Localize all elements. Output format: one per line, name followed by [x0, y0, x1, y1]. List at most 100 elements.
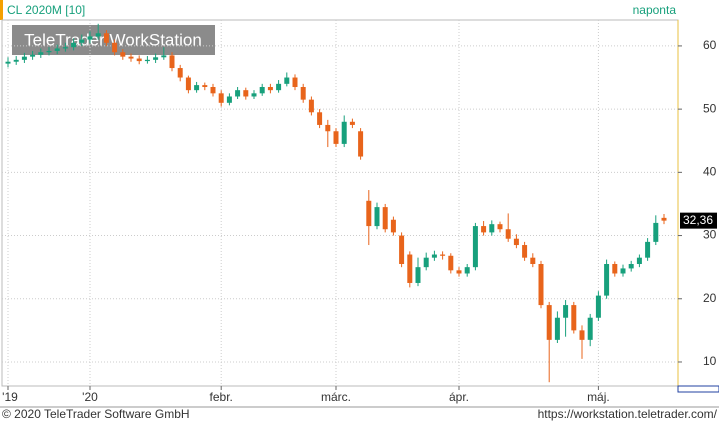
- candle-body: [571, 305, 577, 331]
- candle-body: [563, 305, 569, 318]
- y-tick-label: 20: [703, 291, 717, 305]
- interval: naponta: [633, 3, 677, 17]
- candle-body: [497, 224, 503, 230]
- candle-body: [185, 77, 191, 91]
- candle-body: [169, 55, 175, 69]
- candle-body: [366, 200, 372, 227]
- candle-body: [612, 264, 618, 274]
- candle-body: [177, 68, 183, 78]
- candle-body: [79, 39, 85, 43]
- candle-body: [5, 61, 11, 64]
- candle-body: [210, 87, 216, 94]
- y-tick-label: 50: [703, 101, 717, 115]
- candle-body: [136, 58, 142, 62]
- candle-body: [308, 99, 314, 113]
- chart-title: CL 2020M [10]: [7, 3, 85, 17]
- candle-body: [522, 245, 528, 258]
- candle-body: [103, 33, 109, 43]
- candle-body: [358, 131, 364, 157]
- candle-body: [628, 264, 634, 269]
- candle-body: [423, 257, 429, 268]
- x-tick-label: márc.: [321, 390, 351, 404]
- candle-body: [62, 47, 68, 49]
- candle-body: [120, 52, 126, 57]
- candle-body: [38, 52, 44, 55]
- candle-body: [153, 57, 159, 60]
- candle-body: [440, 254, 446, 256]
- candle-body: [267, 87, 273, 91]
- candle-body: [645, 241, 651, 258]
- candle-body: [505, 229, 511, 239]
- x-tick-label: ápr.: [449, 390, 469, 404]
- candle-body: [464, 267, 470, 274]
- candle-body: [595, 295, 601, 318]
- candle-body: [251, 93, 257, 97]
- candle-body: [382, 207, 388, 230]
- y-tick-label: 60: [703, 38, 717, 52]
- candle-body: [46, 50, 52, 53]
- candle-body: [333, 131, 339, 144]
- candle-body: [374, 207, 380, 227]
- y-tick-label: 40: [703, 165, 717, 179]
- candle-body: [226, 96, 232, 103]
- candle-body: [292, 77, 298, 88]
- candle-body: [87, 36, 93, 40]
- candle-body: [128, 56, 134, 59]
- candle-body: [112, 42, 118, 53]
- candle-body: [546, 305, 552, 340]
- candle-body: [407, 254, 413, 283]
- candle-body: [489, 224, 495, 233]
- last-price-box: [680, 212, 717, 229]
- candle-body: [194, 85, 200, 91]
- candle-body: [284, 77, 290, 84]
- candle-body: [161, 55, 167, 58]
- candle-body: [71, 42, 77, 48]
- candle-body: [604, 264, 610, 296]
- accent-bar: [0, 0, 3, 20]
- candle-body: [399, 235, 405, 264]
- candle-body: [259, 87, 265, 94]
- candle-body: [472, 226, 478, 268]
- x-tick-label: máj.: [587, 390, 610, 404]
- candle-body: [54, 48, 60, 51]
- candle-body: [325, 124, 331, 132]
- candle-body: [587, 317, 593, 340]
- candle-body: [202, 85, 208, 88]
- watermark: TeleTrader WorkStation: [24, 30, 202, 49]
- candle-body: [317, 112, 323, 125]
- candle-body: [276, 83, 282, 91]
- candle-body: [218, 93, 224, 103]
- candle-body: [431, 254, 437, 258]
- candle-body: [235, 90, 241, 97]
- candle-body: [144, 59, 150, 62]
- candle-body: [13, 59, 19, 62]
- candle-body: [30, 54, 36, 57]
- footer-left: © 2020 TeleTrader Software GmbH: [2, 407, 190, 421]
- candle-body: [653, 222, 659, 242]
- x-tick-label: '20: [82, 390, 98, 404]
- candle-body: [21, 56, 27, 60]
- y-tick-label: 10: [703, 354, 717, 368]
- candle-body: [390, 219, 396, 233]
- candle-body: [481, 226, 487, 233]
- x-tick-label: '19: [2, 390, 18, 404]
- candle-body: [661, 217, 667, 221]
- candle-body: [620, 268, 626, 274]
- axis-corner: [677, 385, 719, 393]
- candle-body: [415, 267, 421, 283]
- candle-body: [243, 90, 249, 97]
- candle-body: [349, 121, 355, 125]
- footer-right: https://workstation.teletrader.com/: [538, 407, 718, 421]
- candle-body: [300, 87, 306, 100]
- x-tick-label: febr.: [210, 390, 233, 404]
- candle-body: [538, 264, 544, 306]
- candle-body: [95, 33, 101, 37]
- candle-body: [456, 270, 462, 274]
- candle-body: [513, 238, 519, 246]
- candle-body: [579, 330, 585, 340]
- candle-body: [448, 255, 454, 271]
- candle-body: [530, 257, 536, 264]
- candle-body: [341, 121, 347, 144]
